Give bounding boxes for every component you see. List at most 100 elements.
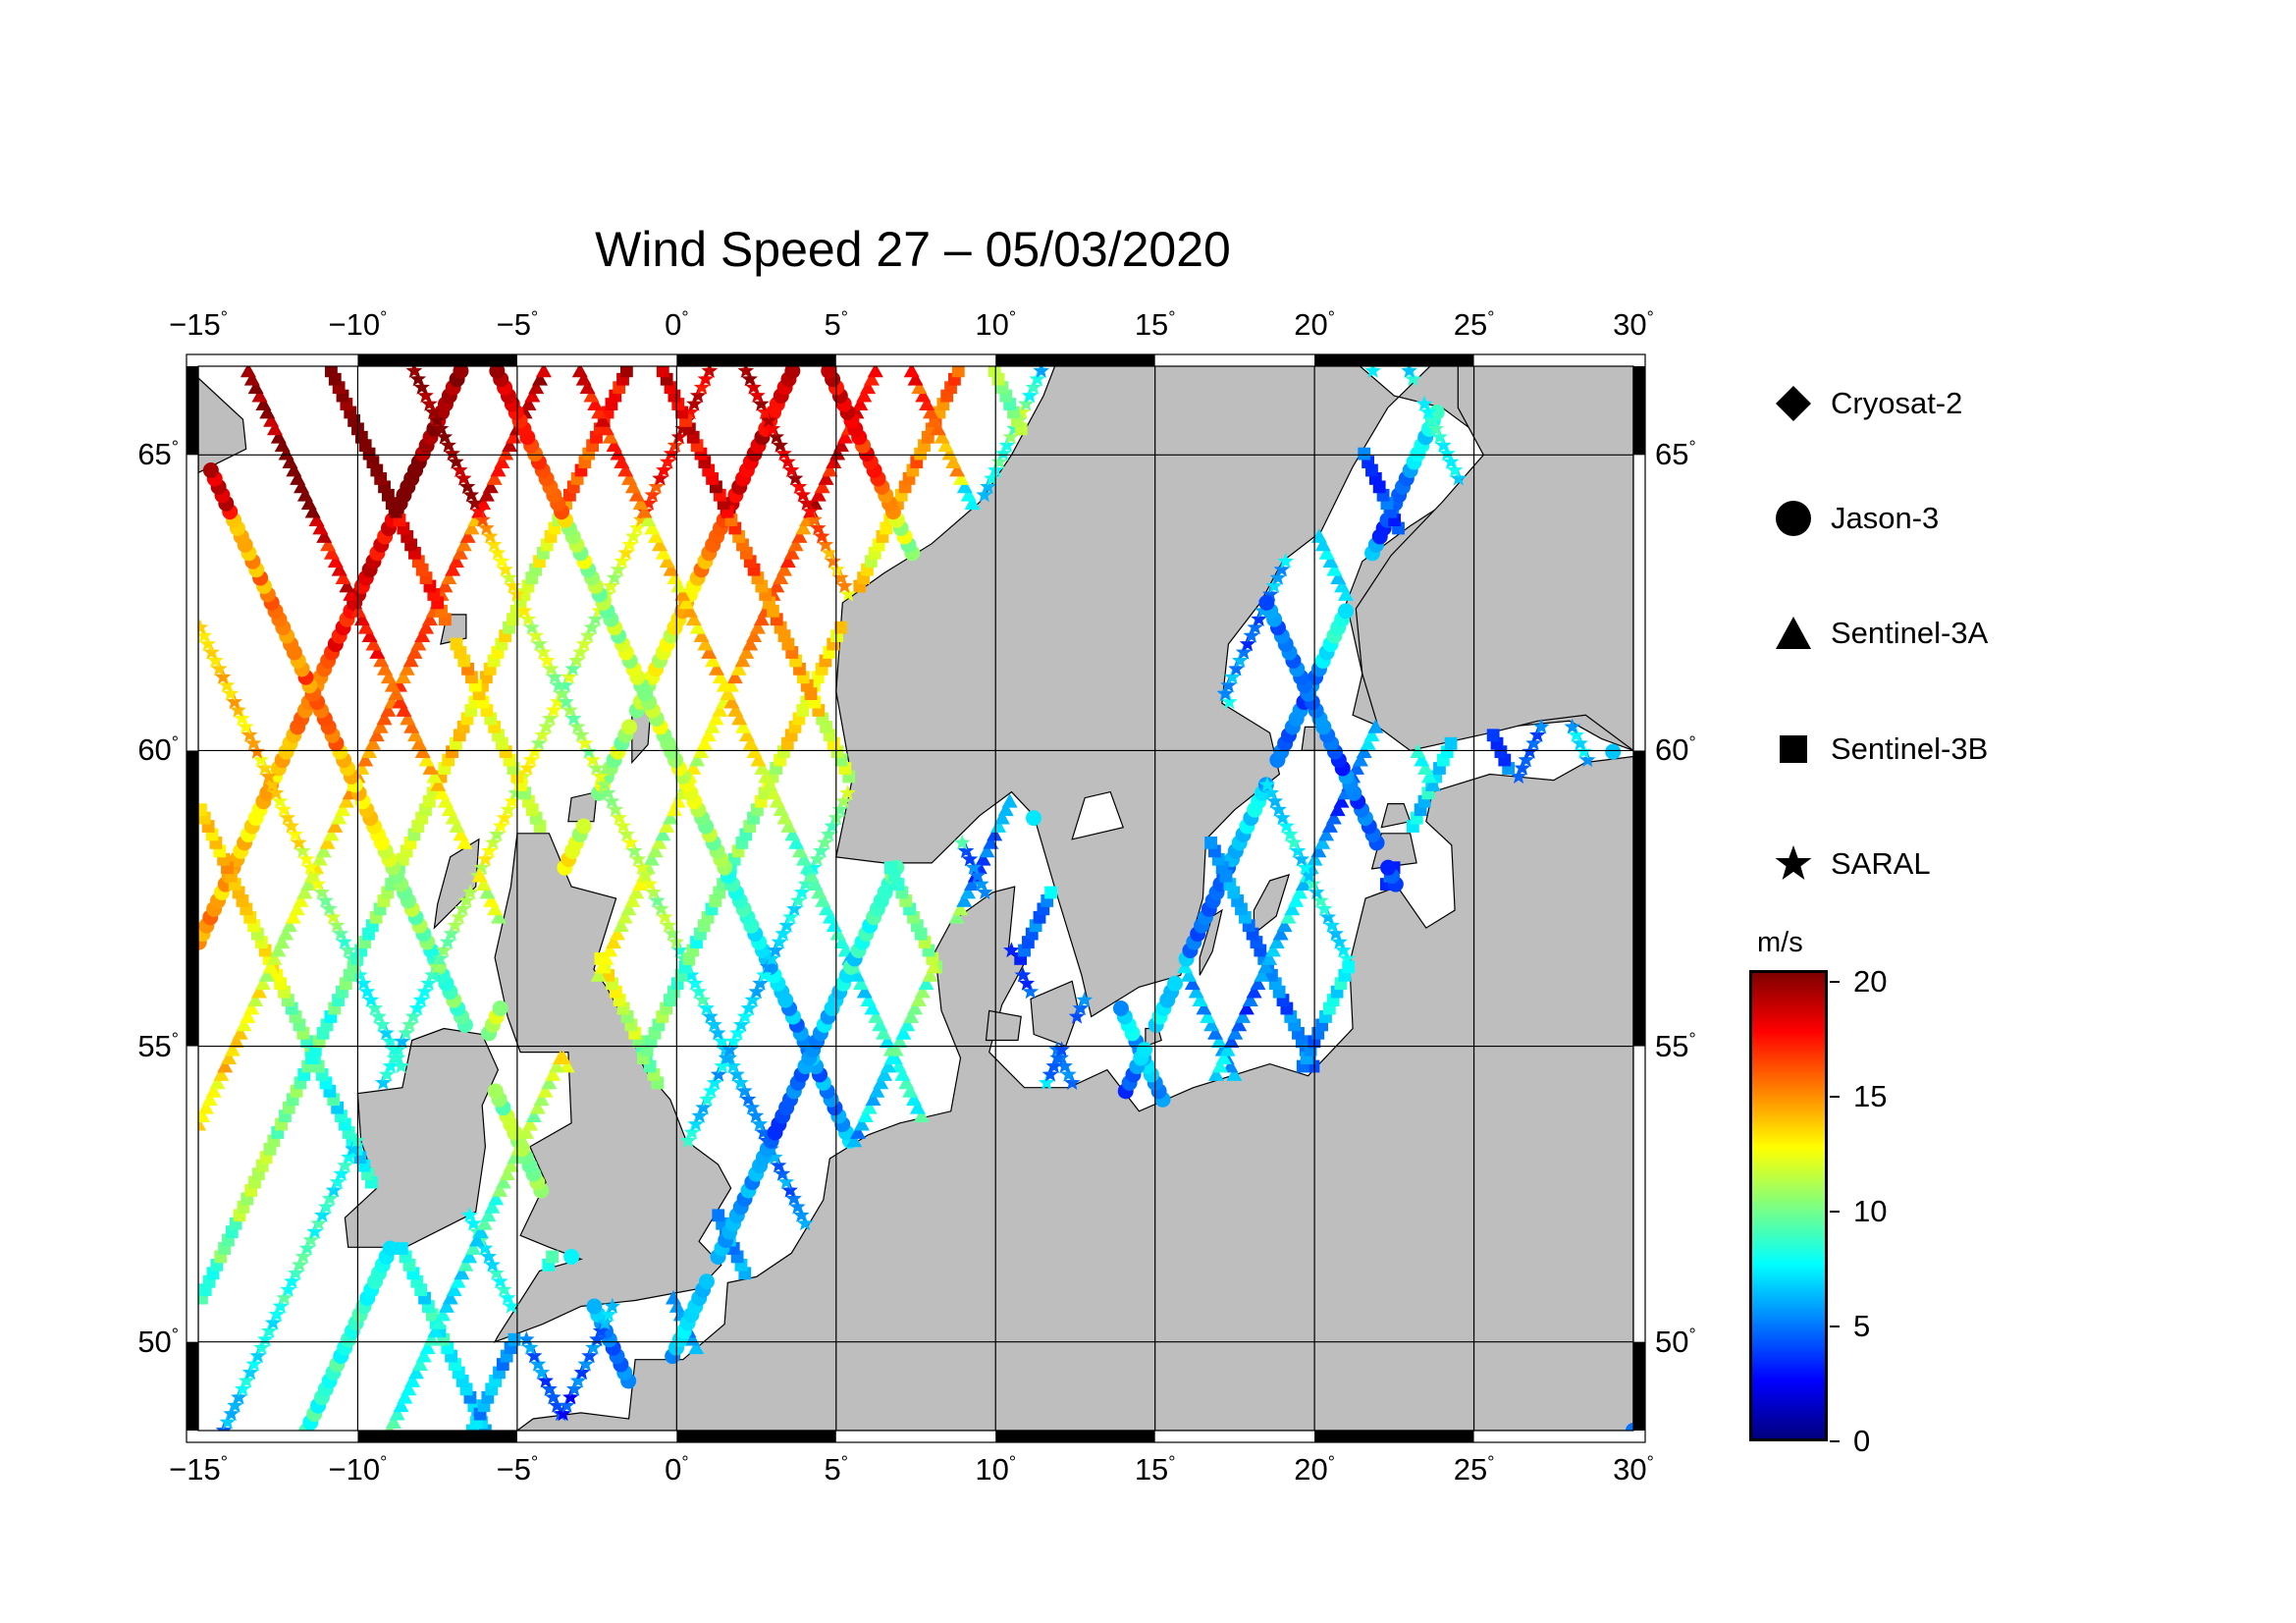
saral-point — [743, 1099, 761, 1115]
saral-point — [980, 478, 996, 494]
sentinel3a-point — [873, 1074, 889, 1090]
sentinel3a-point — [659, 553, 675, 568]
saral-point — [1072, 1000, 1090, 1016]
sentinel3b-point — [1486, 729, 1500, 742]
sentinel3a-point — [693, 627, 710, 643]
saral-point — [785, 1190, 802, 1206]
sentinel3a-point — [1414, 752, 1430, 767]
lon-tick-label-top: −10° — [328, 307, 388, 342]
sentinel3a-point — [514, 1132, 531, 1148]
sentinel3a-point — [598, 420, 614, 436]
saral-point — [695, 1099, 712, 1115]
sentinel3a-point — [983, 835, 999, 849]
saral-point — [736, 1007, 754, 1024]
sentinel3a-point — [552, 1050, 568, 1064]
sentinel3a-point — [274, 437, 291, 453]
sentinel3a-point — [758, 768, 774, 784]
saral-point — [462, 486, 480, 503]
saral-point — [792, 1207, 810, 1222]
sentinel3a-point — [688, 1339, 705, 1355]
saral-point — [474, 511, 491, 527]
saral-point — [686, 974, 704, 991]
saral-point — [522, 751, 540, 768]
saral-point — [705, 1016, 722, 1032]
lon-tick-label-top: 10° — [975, 307, 1017, 342]
saral-point — [1273, 561, 1291, 577]
sentinel3a-point — [964, 495, 981, 511]
sentinel3a-point — [742, 636, 759, 651]
sentinel3a-point — [779, 553, 796, 568]
jason3-point — [586, 1298, 603, 1315]
saral-point — [240, 727, 258, 742]
sentinel3a-point — [822, 461, 838, 477]
sentinel3a-point — [270, 942, 287, 957]
sentinel3a-point — [606, 437, 622, 453]
saral-point — [703, 1082, 720, 1099]
saral-point — [629, 519, 646, 536]
saral-point — [583, 619, 601, 635]
saral-point — [256, 759, 273, 776]
saral-point — [1076, 991, 1094, 1007]
sentinel3b-point — [198, 1291, 208, 1305]
sentinel3b-point — [546, 1250, 559, 1264]
colorbar-unit: m/s — [1757, 927, 1803, 958]
sentinel3a-point — [1211, 1058, 1228, 1073]
sentinel3a-point — [704, 719, 721, 733]
sentinel3a-point — [852, 975, 869, 991]
saral-point — [276, 1289, 294, 1306]
saral-point — [298, 1239, 316, 1256]
sentinel3a-point — [670, 578, 687, 593]
sentinel3a-point — [480, 1207, 497, 1222]
frame-segment — [1633, 366, 1645, 456]
saral-point — [503, 1297, 520, 1314]
saral-point — [288, 1265, 304, 1280]
sentinel3a-point — [624, 478, 641, 494]
legend-item-cryosat: Cryosat-2 — [1772, 379, 1962, 428]
sentinel3a-point — [250, 984, 267, 999]
sentinel3a-point — [528, 379, 545, 395]
sentinel3b-point — [1358, 447, 1371, 460]
sentinel3a-point — [883, 1050, 900, 1064]
sentinel3a-point — [899, 1016, 916, 1032]
saral-point — [749, 387, 766, 404]
saral-point — [267, 784, 285, 800]
sentinel3a-point — [525, 1108, 542, 1123]
sentinel3a-point — [1207, 1066, 1224, 1081]
saral-point — [263, 776, 281, 792]
lon-tick-label-bottom: 30° — [1613, 1452, 1654, 1487]
saral-point — [710, 1065, 727, 1082]
triangle-icon — [1772, 612, 1815, 655]
lon-tick-label-top: 15° — [1134, 307, 1176, 342]
saral-point — [1239, 635, 1256, 652]
saral-point — [370, 1007, 387, 1024]
saral-point — [454, 469, 472, 486]
saral-point — [317, 892, 334, 908]
saral-point — [531, 635, 548, 652]
saral-point — [652, 469, 668, 486]
saral-point — [621, 536, 638, 552]
sentinel3a-point — [949, 461, 966, 477]
saral-point — [674, 420, 692, 436]
sentinel3a-point — [281, 917, 297, 933]
sentinel3a-point — [769, 793, 785, 808]
saral-point — [648, 478, 666, 494]
saral-point — [839, 784, 856, 800]
sentinel3a-point — [727, 702, 744, 717]
sentinel3a-point — [709, 661, 725, 676]
saral-point — [774, 925, 792, 942]
sentinel3a-point — [689, 752, 706, 767]
saral-point — [809, 850, 826, 867]
saral-point — [257, 1330, 274, 1347]
sentinel3a-point — [487, 900, 504, 916]
lat-tick-label-left: 60° — [137, 732, 179, 768]
sentinel3a-point — [1322, 553, 1339, 568]
saral-point — [714, 1057, 731, 1074]
saral-point — [1529, 727, 1546, 742]
saral-point — [515, 768, 532, 784]
sentinel3a-point — [868, 1008, 884, 1023]
saral-point — [264, 1314, 282, 1330]
saral-point — [633, 858, 651, 875]
saral-point — [1311, 892, 1329, 908]
saral-point — [318, 1198, 335, 1215]
saral-point — [203, 643, 220, 660]
